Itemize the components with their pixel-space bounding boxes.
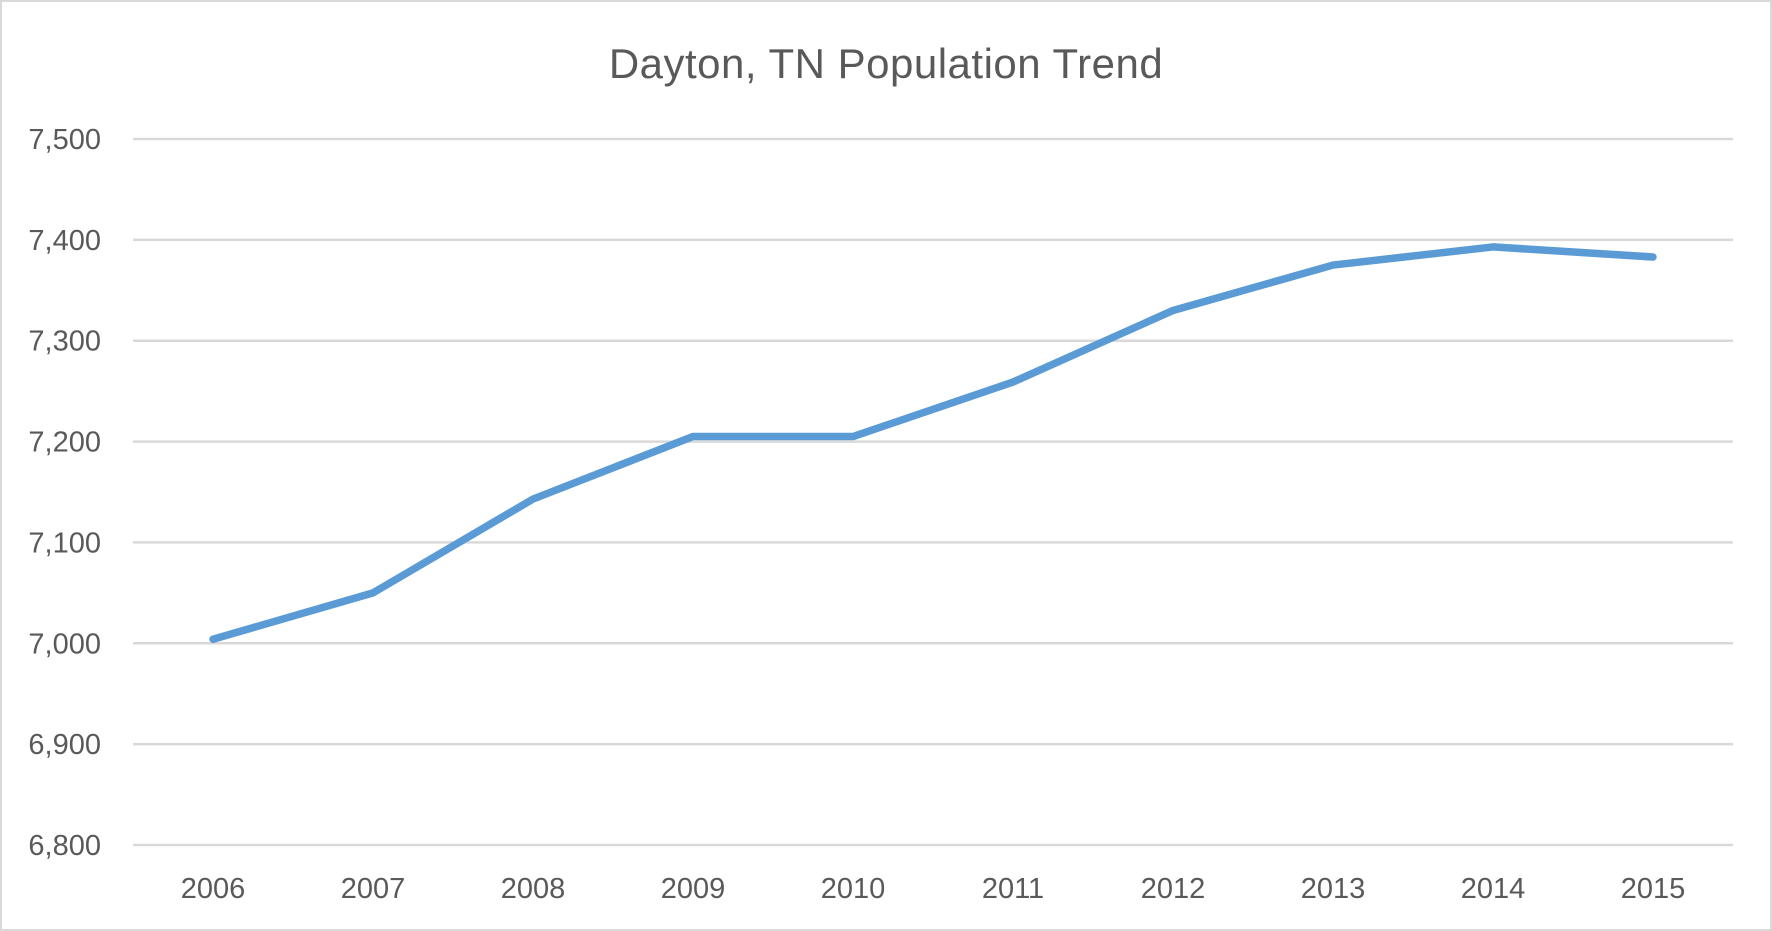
y-tick-label: 7,300 [28,326,101,358]
y-axis: 6,800 6,900 7,000 7,100 7,200 7,300 7,400 7,500 [28,124,101,862]
x-tick-label: 2014 [1461,873,1526,905]
x-tick-label: 2009 [661,873,726,905]
x-tick-label: 2013 [1301,873,1366,905]
y-tick-label: 7,400 [28,225,101,257]
chart-title: Dayton, TN Population Trend [608,40,1164,87]
x-tick-label: 2008 [501,873,566,905]
y-tick-label: 6,800 [28,830,101,862]
y-tick-label: 7,000 [28,628,101,660]
gridlines [133,137,1733,847]
x-axis: 2006 2007 2008 2009 2010 2011 2012 2013 2014 2015 [181,873,1686,905]
x-tick-label: 2015 [1621,873,1686,905]
population-line [209,243,1657,644]
x-tick-label: 2012 [1141,873,1206,905]
y-tick-label: 7,100 [28,527,101,559]
x-tick-label: 2006 [181,873,246,905]
x-tick-label: 2010 [821,873,886,905]
x-tick-label: 2011 [982,873,1044,905]
y-tick-label: 6,900 [28,729,101,761]
data-series [209,243,1657,644]
x-tick-label: 2007 [341,873,406,905]
y-tick-label: 7,500 [28,124,101,156]
y-tick-label: 7,200 [28,427,101,459]
